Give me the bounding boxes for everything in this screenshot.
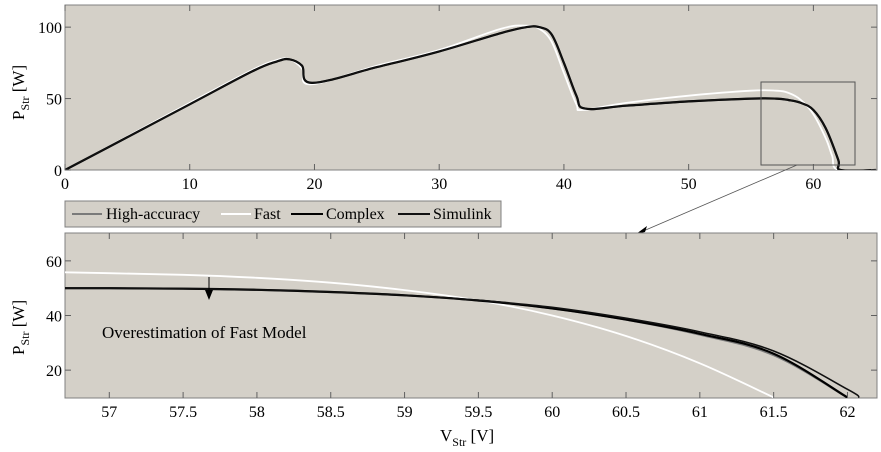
series-simulink — [65, 25, 876, 170]
x-tick-label: 59 — [397, 404, 413, 421]
svg-text:PStr [W]: PStr [W] — [9, 300, 32, 355]
zoom-box — [760, 81, 856, 166]
y-tick-label: 60 — [46, 254, 62, 271]
x-tick-label: 40 — [556, 176, 572, 193]
bottom-x-axis: 57 57.5 58 58.5 59 59.5 60 60.5 61 61.5 62 — [101, 233, 855, 421]
legend: High-accuracy Fast Complex Simulink — [64, 200, 502, 228]
bottom-plot-background — [64, 232, 878, 399]
x-tick-label: 58 — [249, 404, 265, 421]
top-y-axis: 0 50 100 — [38, 20, 877, 180]
top-plot: 0 10 20 30 40 50 60 0 50 100 PStr [W] — [9, 4, 878, 193]
zoom-connector-arrow — [636, 164, 798, 234]
top-x-axis: 0 10 20 30 40 50 60 — [61, 5, 821, 193]
bottom-ylabel: PStr [W] — [9, 300, 32, 355]
top-plot-background — [64, 4, 878, 171]
x-tick-label: 59.5 — [464, 404, 492, 421]
legend-item-fast: Fast — [254, 206, 281, 223]
legend-item-high-accuracy: High-accuracy — [106, 206, 200, 223]
bottom-plot: 57 57.5 58 58.5 59 59.5 60 60.5 61 61.5 62 204060 … — [9, 232, 878, 449]
x-tick-label: 0 — [61, 176, 69, 193]
y-tick-label: 50 — [46, 92, 62, 109]
y-tick-label: 20 — [46, 363, 62, 380]
x-tick-label: 57.5 — [169, 404, 197, 421]
x-tick-label: 10 — [182, 176, 198, 193]
y-tick-label: 40 — [46, 309, 62, 326]
x-tick-label: 60 — [805, 176, 821, 193]
x-tick-label: 62 — [839, 404, 855, 421]
x-tick-label: 61.5 — [760, 404, 788, 421]
series-simulink — [65, 287, 860, 398]
x-tick-label: 30 — [431, 176, 447, 193]
svg-text:Overestimation of Fast Model: Overestimation of Fast Model — [102, 323, 307, 342]
x-tick-label: 20 — [306, 176, 322, 193]
x-tick-label: 50 — [681, 176, 697, 193]
top-plot-series — [65, 24, 876, 170]
top-ylabel: PStr [W] — [9, 65, 32, 120]
overestimation-annotation: Overestimation of Fast Model — [102, 277, 307, 342]
bottom-y-axis: 20 40 60 — [46, 254, 877, 380]
x-tick-label: 57 — [101, 404, 117, 421]
legend-item-complex: Complex — [326, 206, 385, 223]
y-tick-label: 0 — [54, 163, 62, 180]
svg-text:VStr [V]: VStr [V] — [440, 426, 494, 449]
series-fast — [65, 271, 775, 398]
legend-item-simulink: Simulink — [433, 206, 492, 223]
y-tick-label: 100 — [38, 20, 62, 37]
x-tick-label: 60.5 — [612, 404, 640, 421]
svg-text:PStr [W]: PStr [W] — [9, 65, 32, 120]
x-tick-label: 58.5 — [317, 404, 345, 421]
bottom-plot-series — [65, 271, 860, 398]
x-tick-label: 60 — [544, 404, 560, 421]
x-tick-label: 61 — [692, 404, 708, 421]
x-axis-label: VStr [V] — [440, 426, 494, 449]
